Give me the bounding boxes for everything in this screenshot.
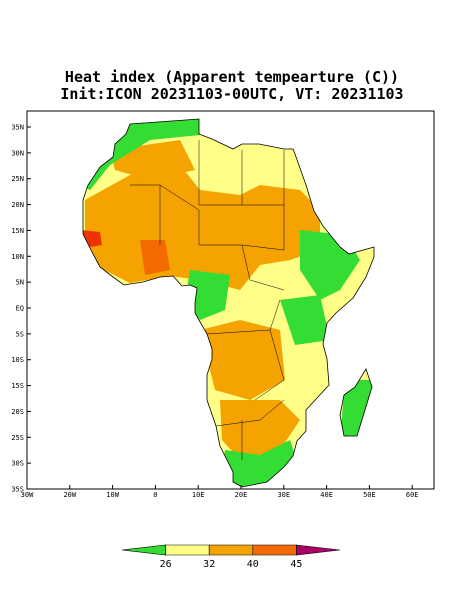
title-line-1: Heat index (Apparent tempearture (C)) xyxy=(65,68,399,86)
colorbar-segment xyxy=(208,544,254,556)
colorbar-segment xyxy=(121,544,166,556)
x-tick-label: 50E xyxy=(363,491,376,499)
coastline xyxy=(82,118,375,488)
colorbar-label: 26 xyxy=(160,559,172,570)
x-tick-label: 40E xyxy=(320,491,333,499)
x-tick-label: 30E xyxy=(277,491,290,499)
field-darkorange xyxy=(140,240,170,275)
field-green-cape xyxy=(220,440,300,487)
y-tick-label: 20N xyxy=(11,201,24,209)
y-tick-label: 30S xyxy=(11,460,24,468)
y-tick-label: 10S xyxy=(11,356,24,364)
y-tick-label: 35N xyxy=(11,124,24,132)
colorbar-segment xyxy=(252,544,297,556)
y-tick-label: 15N xyxy=(11,227,24,235)
y-tick-label: 5N xyxy=(16,279,24,287)
y-tick-label: 25S xyxy=(11,434,24,442)
colorbar-segment xyxy=(165,544,210,556)
colorbar-label: 45 xyxy=(290,559,302,570)
country-borders xyxy=(130,140,285,460)
y-tick-label: EQ xyxy=(16,305,24,313)
field-orange-central xyxy=(200,320,285,400)
x-tick-label: 10W xyxy=(106,491,119,499)
y-tick-label: 25N xyxy=(11,175,24,183)
y-tick-label: 15S xyxy=(11,382,24,390)
colorbar-label: 32 xyxy=(203,559,215,570)
x-tick-label: 0 xyxy=(153,491,157,499)
field-green-west xyxy=(185,270,230,320)
x-tick-label: 10E xyxy=(192,491,205,499)
x-tick-label: 30W xyxy=(21,491,34,499)
x-tick-label: 60E xyxy=(406,491,419,499)
title-line-2: Init:ICON 20231103-00UTC, VT: 20231103 xyxy=(60,85,403,103)
x-tick-label: 20W xyxy=(63,491,76,499)
colorbar-label: 40 xyxy=(247,559,259,570)
y-tick-label: 20S xyxy=(11,408,24,416)
y-tick-label: 30N xyxy=(11,149,24,157)
field-green-lakes xyxy=(280,295,330,345)
colorbar-segment xyxy=(296,544,341,556)
y-tick-label: 5S xyxy=(16,330,24,338)
y-tick-label: 35S xyxy=(11,486,24,494)
y-tick-label: 10N xyxy=(11,253,24,261)
x-tick-label: 20E xyxy=(235,491,248,499)
